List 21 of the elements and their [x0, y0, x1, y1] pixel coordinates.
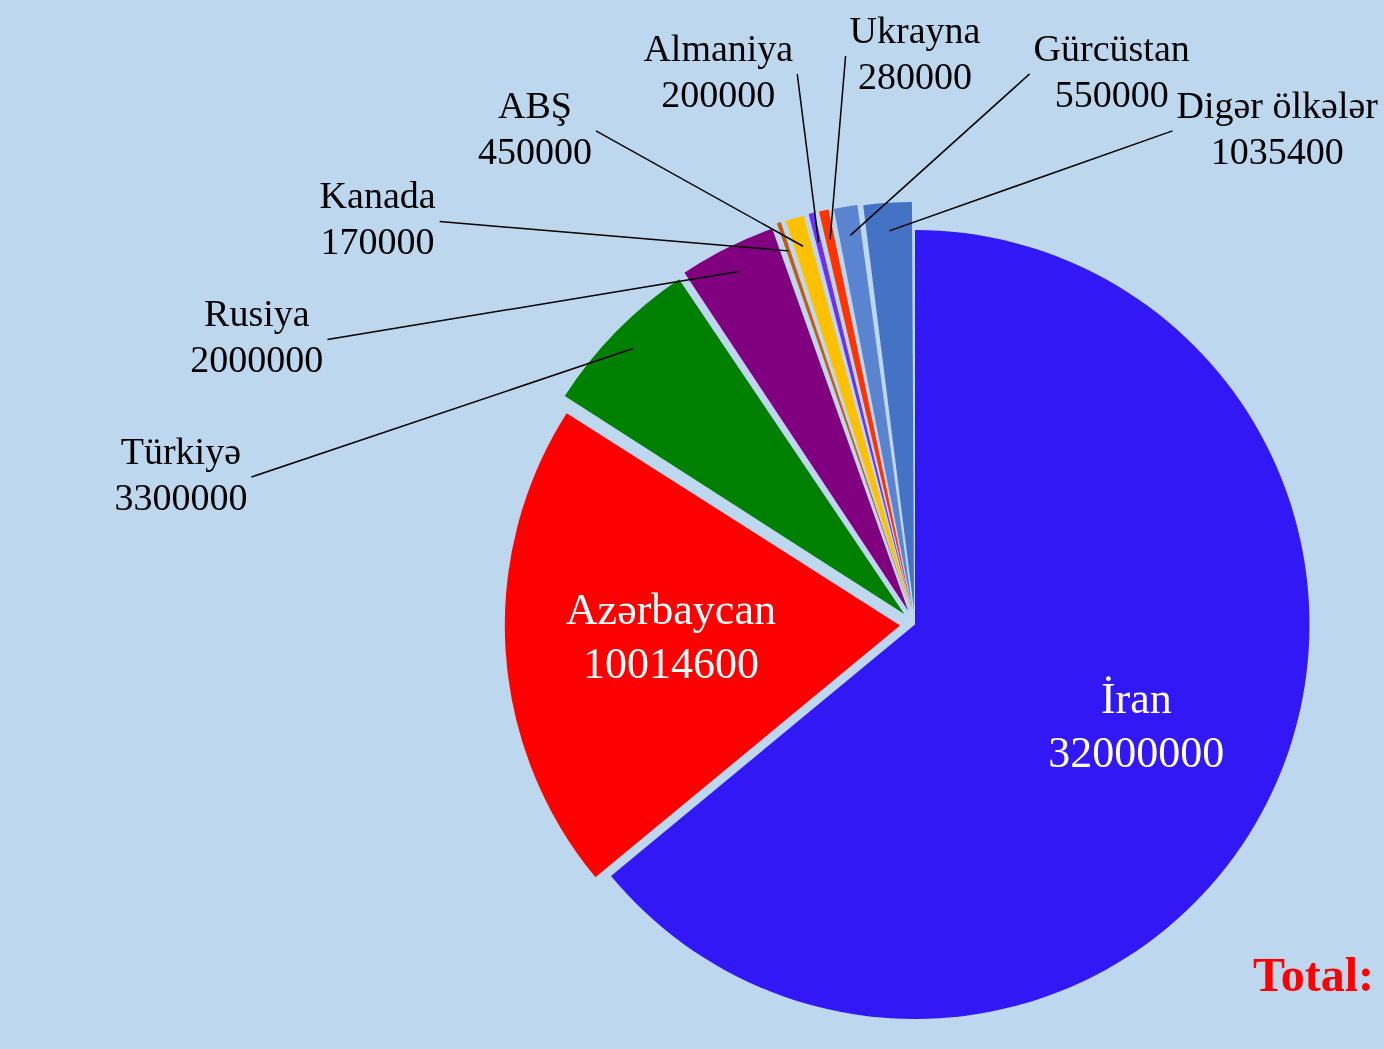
- slice-label: Türkiyə: [120, 429, 242, 472]
- data-label: 200000: [661, 72, 776, 115]
- slice-label: Almaniya: [643, 26, 794, 69]
- slice-label: Kanada: [319, 174, 436, 217]
- slice-label: Ukrayna: [849, 8, 981, 51]
- data-label: 3300000: [114, 475, 248, 518]
- slice-label: Azərbaycan: [565, 585, 776, 635]
- slice-label: Digər ölkələr: [1176, 83, 1379, 126]
- data-label: 10014600: [582, 639, 759, 689]
- data-label: 450000: [478, 129, 592, 172]
- data-label: 1035400: [1210, 129, 1344, 172]
- data-label: 2000000: [190, 338, 324, 381]
- slice-label: İran: [1100, 674, 1172, 724]
- data-label: 280000: [858, 54, 972, 97]
- text: Total:: [1253, 948, 1374, 1002]
- slice-label: Gürcüstan: [1033, 26, 1190, 69]
- data-label: 550000: [1054, 72, 1169, 115]
- slice-label: ABŞ: [498, 83, 572, 126]
- data-label: 32000000: [1048, 728, 1225, 778]
- slice-label: Rusiya: [204, 292, 310, 335]
- data-label: 170000: [320, 220, 435, 263]
